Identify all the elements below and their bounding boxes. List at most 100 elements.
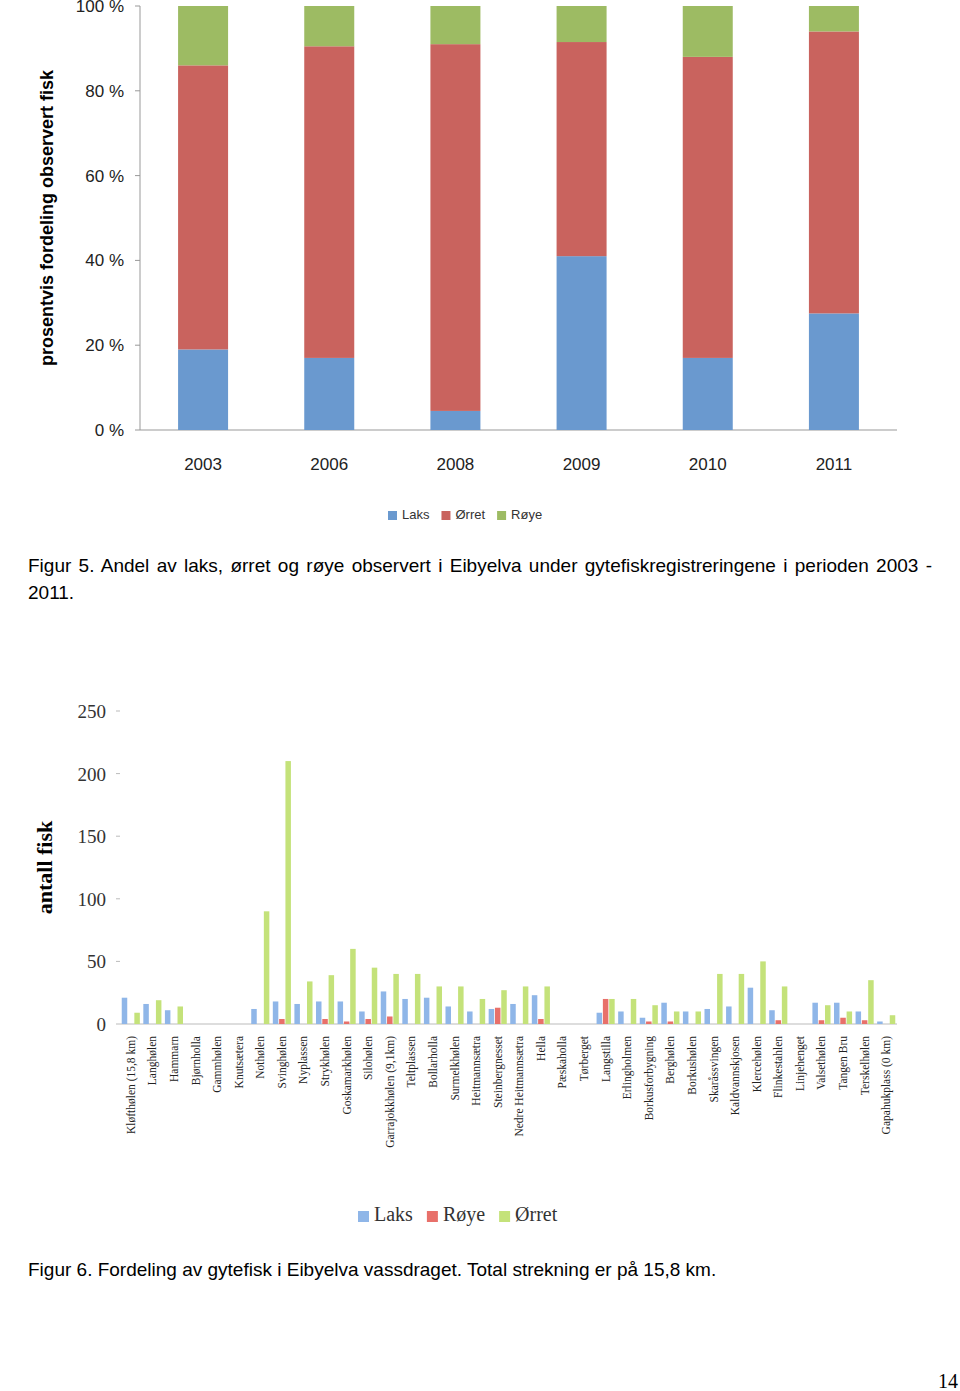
bar	[517, 1024, 523, 1025]
bar	[165, 1010, 171, 1024]
y-tick-label: 40 %	[85, 251, 124, 270]
bar	[538, 1019, 544, 1024]
x-tick-label: Strykhølen	[319, 1036, 332, 1087]
bar	[754, 1024, 760, 1025]
bar	[273, 1001, 279, 1024]
bar	[372, 968, 378, 1024]
legend-swatch	[388, 511, 397, 520]
bar	[279, 1019, 285, 1024]
y-tick-label: 0 %	[95, 421, 124, 440]
bar	[769, 1010, 775, 1024]
y-tick	[116, 836, 120, 837]
bar	[782, 986, 788, 1024]
bar	[877, 1021, 883, 1024]
bar	[825, 1005, 831, 1024]
x-tick-label: Gapahukplass (0 km)	[880, 1036, 893, 1135]
bar	[415, 974, 421, 1024]
x-tick-label: Tørberget	[578, 1035, 591, 1081]
x-tick-label: Bjørnholla	[190, 1036, 203, 1085]
y-tick	[135, 175, 140, 176]
bar	[739, 974, 745, 1024]
bar	[834, 1003, 840, 1024]
x-tick-label: Nedre Heitmannsætra	[513, 1036, 525, 1137]
bars	[178, 6, 859, 430]
bar-segment	[178, 65, 228, 349]
x-tick-label: Surmelkhølen	[449, 1036, 461, 1101]
x-tick-label: 2003	[184, 455, 222, 474]
x-tick-label: Steinbergnesset	[492, 1035, 505, 1108]
x-tick-label: Kløfthølen (15,8 km)	[125, 1036, 138, 1134]
bar	[646, 1021, 652, 1024]
legend-label: Laks	[402, 507, 430, 522]
x-tick-label: Svinghølen	[276, 1036, 289, 1089]
y-tick	[135, 345, 140, 346]
bar	[812, 1003, 818, 1024]
x-tick-label: Klercehølen	[751, 1036, 763, 1092]
bar-segment	[683, 57, 733, 358]
x-tick-label: 2009	[563, 455, 601, 474]
bar-segment	[304, 46, 354, 358]
x-tick-label: Hammarn	[168, 1036, 180, 1082]
legend: Laks Ørret Røye	[388, 507, 542, 522]
bar	[704, 1009, 710, 1024]
bar	[760, 961, 766, 1024]
bar	[122, 998, 128, 1024]
bar	[258, 1024, 264, 1025]
y-tick-label: 60 %	[85, 167, 124, 186]
x-tick-label: Flinkestahlen	[772, 1036, 784, 1098]
x-tick-label: 2008	[437, 455, 475, 474]
y-tick-label: 20 %	[85, 336, 124, 355]
bar	[214, 1024, 220, 1025]
bar	[696, 1011, 702, 1024]
page-canvas: 0 %20 %40 %60 %80 %100 %2003200620082009…	[0, 0, 960, 1391]
x-tick-label: Heitmannsætra	[470, 1036, 482, 1106]
bar	[711, 1024, 717, 1025]
bar	[452, 1024, 458, 1025]
bar	[726, 1006, 732, 1024]
y-tick	[135, 260, 140, 261]
bar-segment	[430, 411, 480, 430]
bar	[322, 1019, 328, 1024]
bar	[489, 1009, 495, 1024]
bar	[221, 1024, 227, 1025]
y-tick	[116, 961, 120, 962]
x-tick-label: Langhølen	[146, 1036, 159, 1085]
bar	[150, 1024, 156, 1025]
y-tick	[135, 430, 140, 431]
figure-caption: Figur 5. Andel av laks, ørret og røye ob…	[28, 552, 932, 606]
bar	[251, 1009, 257, 1024]
bar	[307, 981, 313, 1024]
bar-segment	[809, 313, 859, 430]
y-tick	[116, 898, 120, 899]
bar	[208, 1024, 214, 1025]
legend-label: Røye	[511, 507, 542, 522]
x-tick-label: Nyplassen	[297, 1036, 310, 1084]
x-tick-label: Bollarholla	[427, 1036, 439, 1088]
bar	[588, 1024, 594, 1025]
legend-swatch	[358, 1211, 369, 1222]
bar	[674, 1011, 680, 1024]
y-axis	[140, 6, 141, 430]
x-tick-label: 2010	[689, 455, 727, 474]
bar-segment	[557, 42, 607, 256]
y-tick	[135, 90, 140, 91]
legend-label: Røye	[443, 1203, 485, 1226]
bar	[193, 1024, 199, 1025]
y-axis-label: antall fisk	[32, 820, 57, 914]
bar	[581, 1024, 587, 1025]
bar	[186, 1024, 192, 1025]
bar	[803, 1024, 809, 1025]
legend-swatch	[441, 511, 450, 520]
x-tick-label: Skaråssvingen	[708, 1036, 721, 1103]
bar	[609, 999, 615, 1024]
bar	[430, 1024, 436, 1025]
bar	[748, 988, 754, 1024]
bar	[178, 1006, 184, 1024]
x-tick-label: Hella	[535, 1036, 547, 1061]
bar-segment	[178, 349, 228, 430]
bar	[424, 998, 430, 1024]
bar	[236, 1024, 242, 1025]
x-tick-label: Terskelhølen	[859, 1036, 871, 1095]
y-tick-label: 100	[78, 889, 107, 910]
legend-label: Ørret	[455, 507, 485, 522]
